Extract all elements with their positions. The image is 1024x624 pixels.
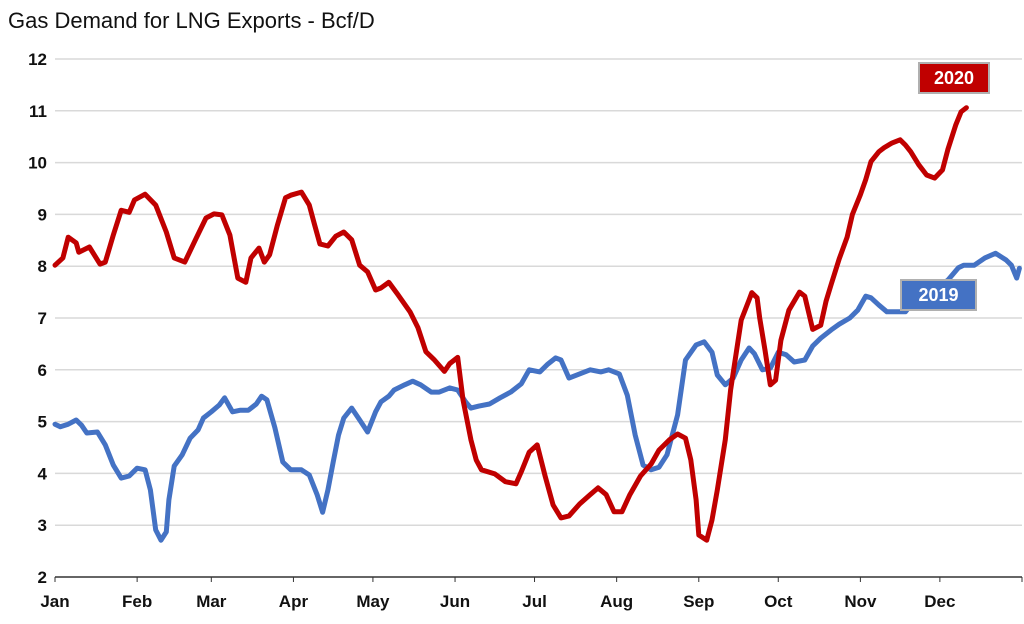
series-label-2019: 2019 xyxy=(900,279,977,311)
series-line-2019 xyxy=(52,250,1022,543)
y-tick-label: 2 xyxy=(38,568,47,587)
x-tick-label: Feb xyxy=(122,592,152,611)
y-tick-label: 5 xyxy=(38,413,47,432)
x-tick-label: Aug xyxy=(600,592,633,611)
x-tick-label: Jan xyxy=(40,592,69,611)
x-tick-label: Apr xyxy=(279,592,309,611)
y-tick-label: 3 xyxy=(38,516,47,535)
x-tick-label: Dec xyxy=(924,592,955,611)
x-tick-label: Sep xyxy=(683,592,714,611)
chart-title: Gas Demand for LNG Exports - Bcf/D xyxy=(8,8,375,33)
y-tick-label: 11 xyxy=(29,102,47,121)
series-label-2020: 2020 xyxy=(918,62,990,94)
x-tick-label: Jul xyxy=(522,592,547,611)
x-tick-label: Mar xyxy=(196,592,227,611)
y-tick-label: 9 xyxy=(38,205,47,224)
y-tick-label: 4 xyxy=(38,464,48,483)
series-line-2020 xyxy=(52,105,969,543)
y-tick-label: 8 xyxy=(38,257,47,276)
y-tick-label: 6 xyxy=(38,361,47,380)
x-tick-label: May xyxy=(356,592,390,611)
x-tick-label: Nov xyxy=(844,592,877,611)
x-tick-label: Oct xyxy=(764,592,793,611)
y-tick-label: 7 xyxy=(38,309,47,328)
x-tick-label: Jun xyxy=(440,592,470,611)
y-tick-label: 10 xyxy=(28,154,47,173)
y-tick-label: 12 xyxy=(28,50,47,69)
